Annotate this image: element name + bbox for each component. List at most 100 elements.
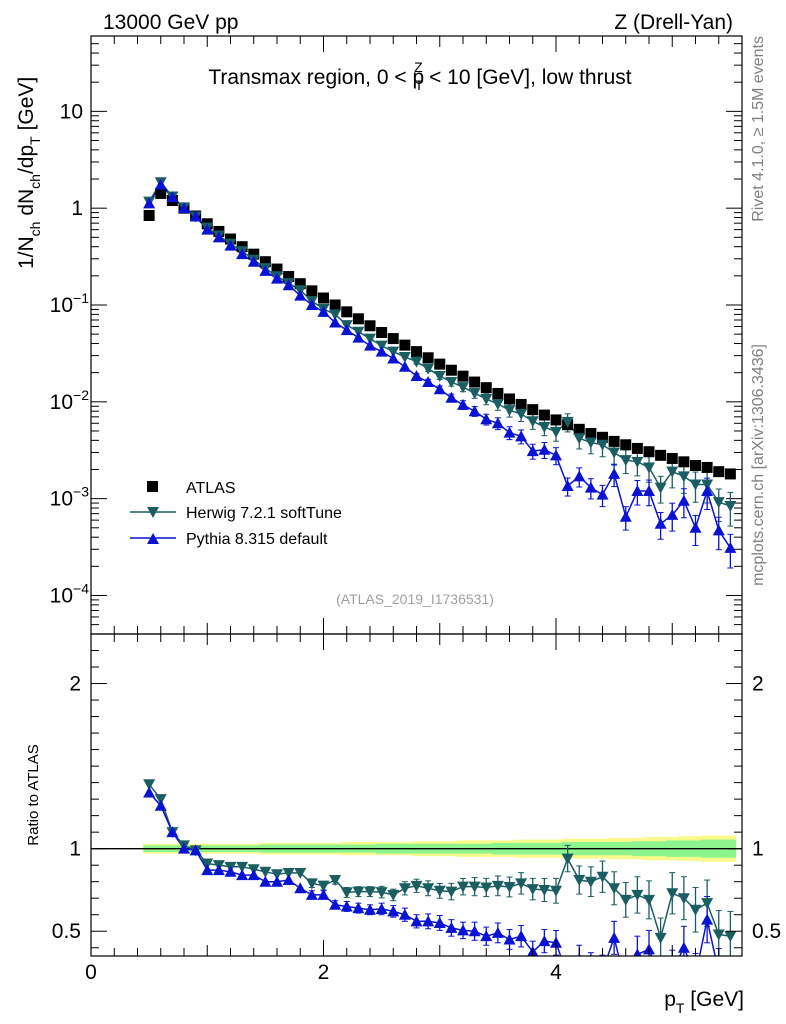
ratio-herwig-point [526, 884, 539, 896]
ratio-herwig-point [259, 866, 272, 878]
ratio-panel: 0.5 0.5 1 1 2 2 0 2 4 Ratio to ATLAS pT [GeV] [25, 633, 781, 1016]
herwig-point [422, 363, 435, 375]
pythia-point [503, 426, 516, 438]
herwig-point [491, 398, 504, 410]
ratio-herwig-point [712, 929, 725, 941]
ratio-herwig-point [515, 878, 528, 890]
ratio-pythia-point [387, 905, 400, 917]
pythia-point [317, 305, 330, 317]
ratio-pythia-point [398, 908, 411, 920]
ratio-herwig-point [561, 853, 574, 865]
herwig-point [364, 333, 376, 345]
ratio-herwig-point [550, 885, 562, 897]
atlas-point [387, 333, 399, 345]
pythia-point [561, 480, 574, 492]
pythia-point [584, 481, 597, 493]
ratio-pythia-point [585, 962, 597, 973]
ratio-herwig-point [584, 876, 597, 888]
atlas-point [445, 364, 457, 376]
herwig-point [433, 370, 446, 382]
ratio-herwig-point [201, 858, 214, 870]
ratio-herwig-point [491, 880, 504, 892]
atlas-point [678, 456, 690, 468]
mcplots-label: mcplots.cern.ch [arXiv:1306.3436] [750, 344, 767, 586]
legend-label-pythia: Pythia 8.315 default [186, 531, 328, 548]
legend-marker-herwig [147, 507, 159, 518]
ratio-pythia-point [166, 826, 179, 838]
atlas-point [352, 313, 364, 325]
atlas-point [434, 358, 446, 370]
ratio-herwig-point [666, 888, 679, 900]
pythia-point [340, 324, 353, 336]
ratio-herwig-point [154, 794, 167, 806]
ratio-herwig-point [608, 883, 621, 895]
legend-item-herwig: Herwig 7.2.1 softTune [130, 505, 342, 522]
ratio-herwig-point [352, 886, 365, 898]
herwig-point [550, 426, 562, 438]
pythia-point [619, 510, 632, 522]
y-tick-label: 10−3 [50, 484, 90, 511]
herwig-point [666, 466, 679, 478]
atlas-point [504, 393, 515, 405]
pythia-point [515, 430, 528, 442]
pythia-point [329, 316, 342, 328]
atlas-point [411, 346, 422, 358]
herwig-point [631, 456, 644, 468]
herwig-point [329, 309, 342, 321]
ratio-pythia-point [294, 882, 307, 894]
pythia-point [212, 231, 225, 243]
pythia-point [480, 413, 493, 425]
main-panel: 10 1 10−1 10−2 10−3 10−4 Transmax region, 0 <… [15, 35, 743, 635]
main-markers [143, 177, 737, 553]
ratio-pythia-point [271, 875, 283, 887]
y-tick-label: 10−1 [50, 290, 90, 317]
pythia-point [712, 524, 725, 536]
pythia-point [550, 449, 562, 461]
atlas-point [143, 210, 155, 222]
pythia-point [491, 417, 504, 429]
herwig-point [526, 416, 539, 428]
atlas-point [538, 409, 550, 421]
atlas-point [550, 414, 562, 426]
ratio-pythia-point [178, 842, 190, 854]
ratio-herwig-point [701, 898, 714, 910]
ratio-pythia-point [201, 864, 214, 876]
ratio-markers [143, 779, 737, 973]
atlas-point [585, 428, 597, 440]
ratio-herwig-point [143, 779, 156, 791]
pythia-point [631, 484, 644, 496]
atlas-point [457, 370, 469, 382]
ratio-herwig-point [340, 887, 353, 899]
atlas-point [701, 461, 713, 473]
y-tick-label: 10−2 [50, 387, 90, 414]
ratio-herwig-point [364, 886, 376, 898]
legend-marker-atlas [147, 481, 158, 492]
ratio-y-tick-label-right: 0.5 [752, 920, 781, 943]
main-ylabel: 1/Nch dNch/dpT [GeV] [15, 77, 43, 269]
ratio-pythia-point [633, 948, 642, 956]
herwig-point [712, 497, 725, 509]
pythia-point [410, 369, 423, 381]
pythia-point [305, 298, 318, 310]
pythia-point [689, 521, 702, 533]
pythia-point [526, 445, 539, 457]
ratio-y-tick-label: 0.5 [52, 920, 81, 943]
ratio-herwig-point [573, 875, 586, 887]
pythia-point [445, 391, 458, 403]
atlas-point [306, 285, 318, 297]
ratio-pythia-point [677, 941, 690, 953]
ratio-herwig-point [654, 932, 667, 944]
atlas-point [399, 339, 411, 351]
ratio-ylabel: Ratio to ATLAS [25, 744, 42, 845]
ratio-pythia-point [457, 924, 469, 936]
ratio-herwig-point [375, 887, 388, 899]
header-process: Z (Drell-Yan) [614, 11, 733, 34]
legend-item-atlas: ATLAS [147, 480, 236, 497]
legend-label-atlas: ATLAS [186, 480, 236, 497]
ratio-herwig-point [422, 883, 435, 895]
ratio-frame [90, 633, 743, 957]
pythia-point [224, 239, 237, 251]
ratio-pythia-point [143, 786, 156, 798]
ratio-herwig-point [410, 880, 423, 892]
atlas-point [341, 306, 353, 318]
